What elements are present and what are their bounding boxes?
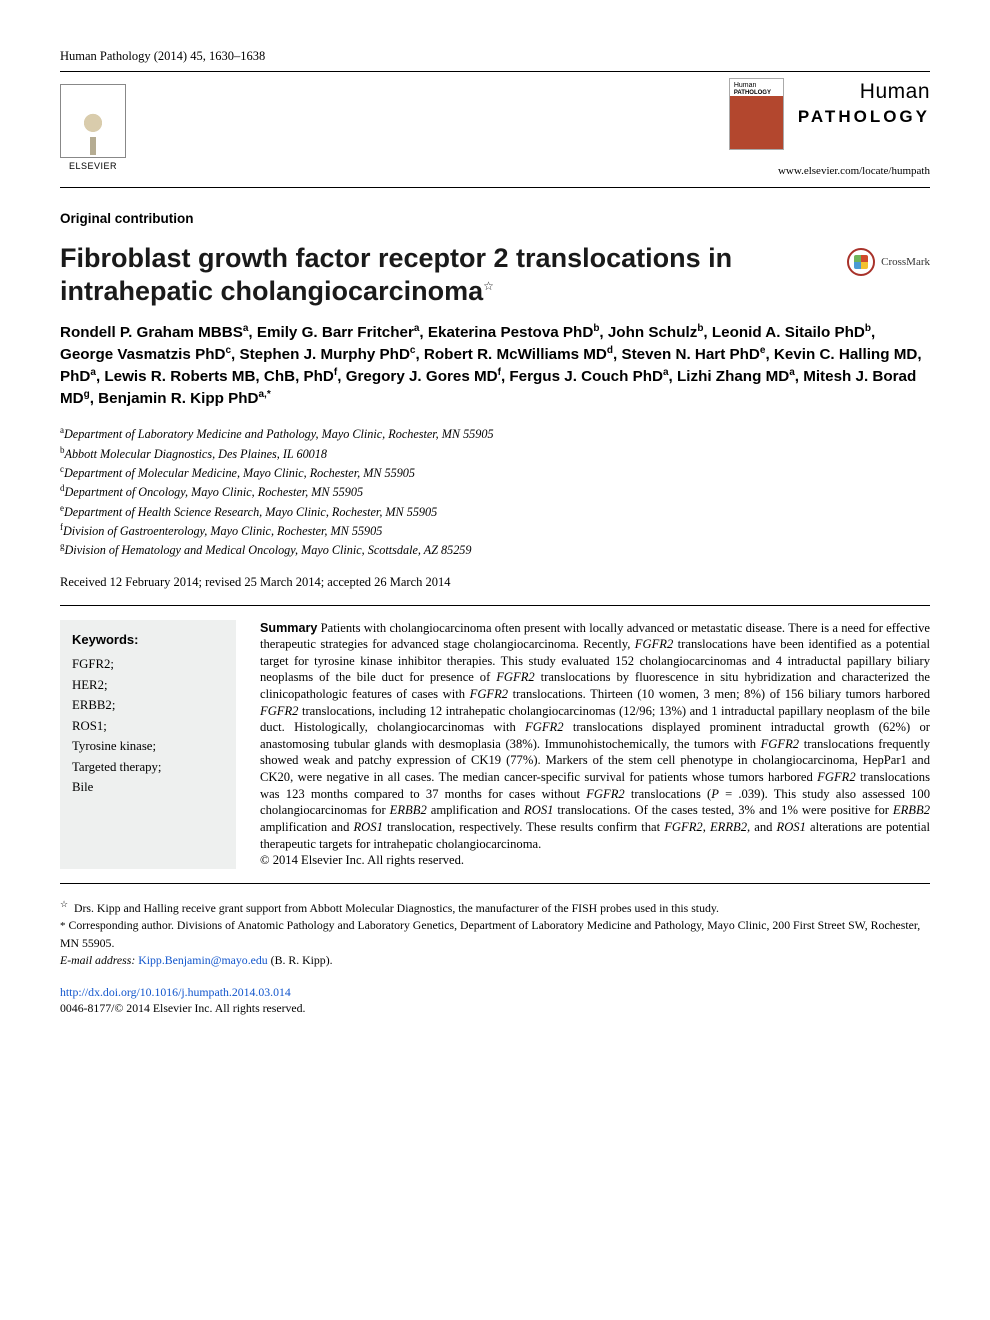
- affiliation-line: fDivision of Gastroenterology, Mayo Clin…: [60, 521, 930, 540]
- article-type: Original contribution: [60, 210, 930, 228]
- keyword-item: Tyrosine kinase;: [72, 736, 224, 756]
- journal-website[interactable]: www.elsevier.com/locate/humpath: [729, 164, 930, 179]
- abstract-summary: Summary Patients with cholangiocarcinoma…: [260, 620, 930, 869]
- keywords-heading: Keywords:: [72, 630, 224, 651]
- header-bottom-rule: [60, 187, 930, 188]
- elsevier-tree-icon: [60, 84, 126, 158]
- title-footnote-star: ☆: [483, 279, 494, 293]
- journal-cover-icon: [729, 78, 784, 150]
- affiliation-line: bAbbott Molecular Diagnostics, Des Plain…: [60, 444, 930, 463]
- logos-row: ELSEVIER Human PATHOLOGY www.elsevier.co…: [60, 78, 930, 179]
- summary-label: Summary: [260, 621, 317, 635]
- authors-list: Rondell P. Graham MBBSa, Emily G. Barr F…: [60, 322, 930, 410]
- top-rule: [60, 71, 930, 72]
- article-title: Fibroblast growth factor receptor 2 tran…: [60, 242, 829, 308]
- journal-name-top: Human: [798, 78, 930, 106]
- footnotes: ☆ Drs. Kipp and Halling receive grant su…: [60, 898, 930, 969]
- affiliation-line: eDepartment of Health Science Research, …: [60, 502, 930, 521]
- copyright-line: © 2014 Elsevier Inc. All rights reserved…: [260, 853, 464, 867]
- affiliation-line: cDepartment of Molecular Medicine, Mayo …: [60, 463, 930, 482]
- abstract-grid: Keywords: FGFR2;HER2;ERBB2;ROS1;Tyrosine…: [60, 620, 930, 869]
- crossmark-label: CrossMark: [881, 255, 930, 270]
- keywords-items: FGFR2;HER2;ERBB2;ROS1;Tyrosine kinase;Ta…: [72, 654, 224, 797]
- issn-line: 0046-8177/© 2014 Elsevier Inc. All right…: [60, 1001, 930, 1017]
- keyword-item: Bile: [72, 777, 224, 797]
- crossmark-icon: [847, 248, 875, 276]
- affiliation-line: aDepartment of Laboratory Medicine and P…: [60, 424, 930, 443]
- doi-block: http://dx.doi.org/10.1016/j.humpath.2014…: [60, 985, 930, 1001]
- title-text: Fibroblast growth factor receptor 2 tran…: [60, 243, 732, 306]
- crossmark-button[interactable]: CrossMark: [847, 248, 930, 276]
- journal-name-bottom: PATHOLOGY: [798, 106, 930, 129]
- article-dates: Received 12 February 2014; revised 25 Ma…: [60, 574, 930, 591]
- running-head: Human Pathology (2014) 45, 1630–1638: [60, 48, 265, 65]
- title-row: Fibroblast growth factor receptor 2 tran…: [60, 242, 930, 308]
- affiliation-line: dDepartment of Oncology, Mayo Clinic, Ro…: [60, 482, 930, 501]
- affiliation-line: gDivision of Hematology and Medical Onco…: [60, 540, 930, 559]
- elsevier-label: ELSEVIER: [69, 160, 117, 172]
- abstract-bottom-rule: [60, 883, 930, 884]
- journal-block: Human PATHOLOGY www.elsevier.com/locate/…: [729, 78, 930, 179]
- keyword-item: HER2;: [72, 675, 224, 695]
- header-bar: Human Pathology (2014) 45, 1630–1638: [60, 48, 930, 65]
- abstract-top-rule: [60, 605, 930, 606]
- doi-link[interactable]: http://dx.doi.org/10.1016/j.humpath.2014…: [60, 985, 291, 999]
- keywords-box: Keywords: FGFR2;HER2;ERBB2;ROS1;Tyrosine…: [60, 620, 236, 869]
- summary-text: Patients with cholangiocarcinoma often p…: [260, 621, 930, 851]
- affiliations: aDepartment of Laboratory Medicine and P…: [60, 424, 930, 560]
- elsevier-logo: ELSEVIER: [60, 84, 126, 172]
- keyword-item: ROS1;: [72, 716, 224, 736]
- email-link[interactable]: Kipp.Benjamin@mayo.edu: [138, 953, 267, 967]
- email-footnote: E-mail address: Kipp.Benjamin@mayo.edu (…: [60, 952, 930, 969]
- keyword-item: Targeted therapy;: [72, 757, 224, 777]
- disclosure-footnote: ☆ Drs. Kipp and Halling receive grant su…: [60, 898, 930, 917]
- keyword-item: FGFR2;: [72, 654, 224, 674]
- corresponding-footnote: * Corresponding author. Divisions of Ana…: [60, 917, 930, 952]
- keyword-item: ERBB2;: [72, 695, 224, 715]
